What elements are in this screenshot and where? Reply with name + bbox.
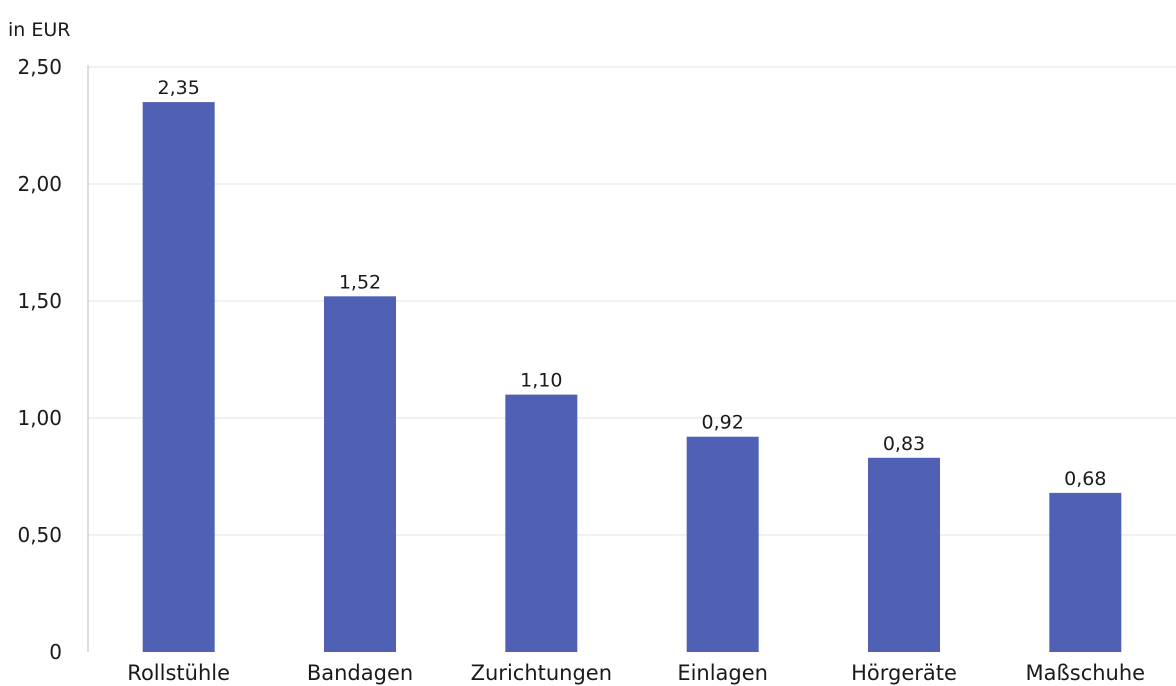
data-label: 1,52 [339,271,381,293]
bar [1049,492,1122,652]
y-tick-label: 0 [49,640,62,664]
y-tick-label: 2,50 [17,55,62,79]
labels: 2,35 Rollstühle 1,52 Bandagen 1,10 Zurichtung… [127,77,1145,685]
bar [505,394,578,652]
x-tick-label: Maßschuhe [1026,661,1146,685]
y-tick-label: 1,50 [17,289,62,313]
x-tick-label: Hörgeräte [851,661,957,685]
data-label: 0,92 [702,412,744,434]
data-label: 0,83 [883,433,925,455]
y-tick-label: 1,00 [17,406,62,430]
bars [142,102,1122,653]
y-tick-label: 2,00 [17,172,62,196]
x-tick-label: Rollstühle [127,661,230,685]
bar [868,457,940,652]
data-label: 2,35 [158,77,200,99]
bar [686,436,759,652]
x-tick-label: Zurichtungen [471,661,612,685]
y-axis: 0 0,50 1,00 1,50 2,00 2,50 [17,55,89,664]
bar [142,102,215,653]
gridlines [88,66,1176,536]
y-axis-unit-label: in EUR [8,19,70,41]
bar [324,296,396,652]
x-tick-label: Einlagen [677,661,768,685]
y-tick-label: 0,50 [17,523,62,547]
data-label: 0,68 [1064,468,1106,490]
x-tick-label: Bandagen [307,661,413,685]
data-label: 1,10 [520,370,562,392]
